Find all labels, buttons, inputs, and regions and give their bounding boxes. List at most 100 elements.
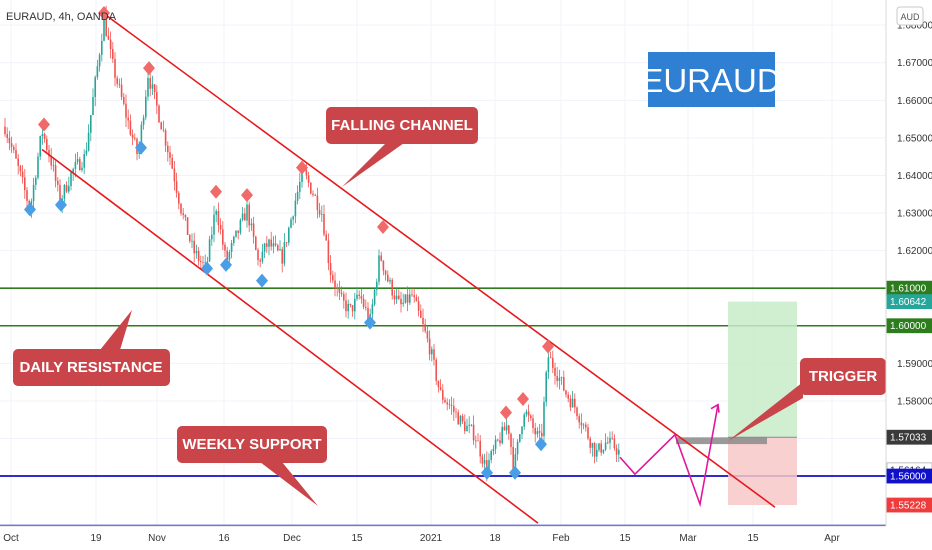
candle: [219, 218, 222, 235]
candle: [343, 291, 345, 309]
candle: [556, 367, 558, 388]
candle: [46, 135, 48, 154]
candle: [358, 290, 360, 300]
candle: [611, 431, 613, 440]
candle: [618, 443, 620, 463]
candle: [378, 249, 380, 286]
candle: [160, 121, 162, 130]
candle: [404, 294, 407, 304]
candle: [345, 292, 347, 318]
candle: [580, 413, 583, 434]
candle: [481, 453, 484, 468]
candle: [48, 144, 50, 163]
callout-daily-resistance-box: [13, 349, 170, 386]
trough-marker: [256, 273, 268, 288]
candle: [107, 27, 110, 40]
candle: [57, 177, 59, 192]
candle: [391, 278, 393, 300]
callout-trigger-pointer: [728, 382, 803, 441]
callout-trigger-box: [800, 358, 886, 395]
candle: [24, 168, 26, 199]
candle: [316, 187, 319, 219]
currency-button-box[interactable]: [896, 6, 924, 26]
candle: [563, 370, 565, 392]
trough-marker: [135, 140, 147, 155]
candle: [182, 208, 184, 220]
candle: [211, 226, 213, 246]
candle: [263, 242, 266, 259]
symbol-title: EURAUD, 4h, OANDA: [6, 11, 117, 23]
candle: [340, 286, 343, 297]
candle: [431, 346, 433, 362]
callout-trigger-label: TRIGGER: [809, 368, 878, 385]
peak-marker: [98, 6, 110, 21]
candle: [578, 413, 580, 429]
time-tick-label: 19: [90, 533, 102, 544]
candle: [466, 418, 468, 432]
candle: [237, 230, 239, 240]
channel-upper-line: [102, 12, 776, 508]
candle: [68, 176, 70, 194]
callout-daily-resistance-pointer: [100, 310, 132, 350]
candle: [184, 214, 187, 222]
candle: [109, 31, 112, 59]
candle: [400, 291, 402, 313]
peak-marker: [210, 184, 222, 199]
candle: [173, 160, 176, 191]
candle: [101, 33, 103, 62]
candle: [327, 233, 330, 271]
candle: [299, 172, 301, 200]
candle: [516, 439, 519, 461]
price-badge-label: 1.55228: [890, 501, 927, 512]
currency-button[interactable]: AUD: [896, 6, 924, 26]
price-badge-label: 1.60642: [890, 297, 927, 308]
candle: [521, 426, 523, 440]
candle: [4, 117, 6, 137]
candle: [274, 235, 277, 247]
candle: [470, 424, 473, 427]
candle: [171, 153, 173, 170]
price-badge-label: 1.57033: [890, 433, 927, 444]
candle: [118, 78, 121, 89]
currency-button-label[interactable]: AUD: [900, 12, 920, 22]
projected-path: [619, 403, 720, 508]
candle: [479, 435, 481, 464]
candle: [131, 129, 134, 146]
candle: [450, 396, 453, 415]
candle: [475, 435, 477, 449]
trough-marker: [55, 197, 67, 212]
candle: [13, 144, 15, 154]
peak-marker: [377, 220, 389, 235]
candle: [50, 148, 52, 170]
candle: [281, 246, 283, 273]
candle: [336, 283, 338, 297]
candle: [149, 70, 151, 97]
price-axis: 1.570001.580001.590001.620001.630001.640…: [885, 0, 932, 526]
candle: [125, 94, 127, 127]
candle: [349, 303, 352, 308]
candle: [490, 449, 492, 464]
candle: [503, 422, 506, 431]
candle: [547, 350, 550, 380]
candle: [472, 415, 475, 445]
candle: [351, 304, 354, 317]
candle: [569, 394, 572, 412]
candle: [193, 232, 195, 263]
candle: [241, 206, 244, 222]
candle: [39, 135, 41, 160]
candle: [607, 436, 609, 445]
candle: [79, 156, 81, 171]
candle: [576, 406, 578, 420]
trough-marker: [201, 261, 213, 276]
candle: [180, 202, 182, 216]
candle: [329, 254, 332, 283]
projected-path-line: [619, 404, 719, 508]
candle: [230, 239, 233, 259]
time-tick-label: Oct: [3, 533, 19, 544]
candle: [217, 202, 220, 233]
candle: [19, 164, 22, 177]
candle: [437, 380, 440, 393]
price-tick-label: 1.62000: [897, 246, 932, 257]
time-tick-label: 16: [218, 533, 230, 544]
